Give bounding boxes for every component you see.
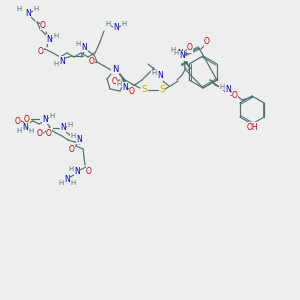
Text: H: H bbox=[105, 21, 111, 27]
Text: N: N bbox=[22, 124, 28, 133]
Text: N: N bbox=[46, 34, 52, 43]
Text: O: O bbox=[112, 77, 118, 86]
Text: H: H bbox=[75, 41, 81, 47]
Text: H: H bbox=[53, 61, 58, 67]
Text: O: O bbox=[38, 46, 44, 56]
Text: H: H bbox=[170, 47, 175, 53]
Text: N: N bbox=[76, 134, 82, 143]
Text: H: H bbox=[58, 180, 64, 186]
Text: N: N bbox=[157, 71, 163, 80]
Text: N: N bbox=[60, 124, 66, 133]
Text: O: O bbox=[204, 38, 210, 46]
Text: O: O bbox=[37, 130, 43, 139]
Text: H: H bbox=[173, 50, 178, 56]
Text: OH: OH bbox=[246, 122, 258, 131]
Text: N: N bbox=[74, 167, 80, 176]
Text: H: H bbox=[70, 133, 76, 139]
Text: H: H bbox=[70, 180, 76, 186]
Text: O: O bbox=[86, 167, 92, 176]
Text: H: H bbox=[219, 84, 225, 90]
Text: N: N bbox=[113, 23, 119, 32]
Text: N: N bbox=[81, 43, 87, 52]
Text: H: H bbox=[28, 128, 34, 134]
Text: N: N bbox=[225, 85, 231, 94]
Text: O: O bbox=[129, 86, 135, 95]
Text: N: N bbox=[25, 8, 31, 17]
Text: O: O bbox=[232, 92, 238, 100]
Text: O: O bbox=[46, 128, 52, 137]
Text: H: H bbox=[53, 33, 58, 39]
Text: N: N bbox=[64, 176, 70, 184]
Text: N: N bbox=[112, 64, 118, 74]
Text: H: H bbox=[116, 81, 122, 87]
Text: O: O bbox=[187, 44, 193, 52]
Text: O: O bbox=[24, 115, 30, 124]
Text: O: O bbox=[89, 58, 95, 67]
Text: S: S bbox=[159, 85, 165, 94]
Text: H: H bbox=[68, 122, 73, 128]
Text: H: H bbox=[152, 70, 157, 76]
Text: H: H bbox=[68, 166, 74, 172]
Text: S: S bbox=[141, 85, 147, 94]
Text: N: N bbox=[179, 52, 185, 61]
Text: H: H bbox=[33, 6, 39, 12]
Text: N: N bbox=[177, 50, 183, 58]
Text: H: H bbox=[50, 113, 55, 119]
Text: H: H bbox=[16, 128, 22, 134]
Text: H: H bbox=[16, 6, 22, 12]
Text: H: H bbox=[122, 21, 127, 27]
Text: N: N bbox=[42, 115, 48, 124]
Text: N: N bbox=[59, 56, 65, 65]
Text: N: N bbox=[122, 82, 128, 91]
Text: O: O bbox=[69, 145, 75, 154]
Text: O: O bbox=[15, 116, 21, 125]
Text: O: O bbox=[40, 20, 46, 29]
